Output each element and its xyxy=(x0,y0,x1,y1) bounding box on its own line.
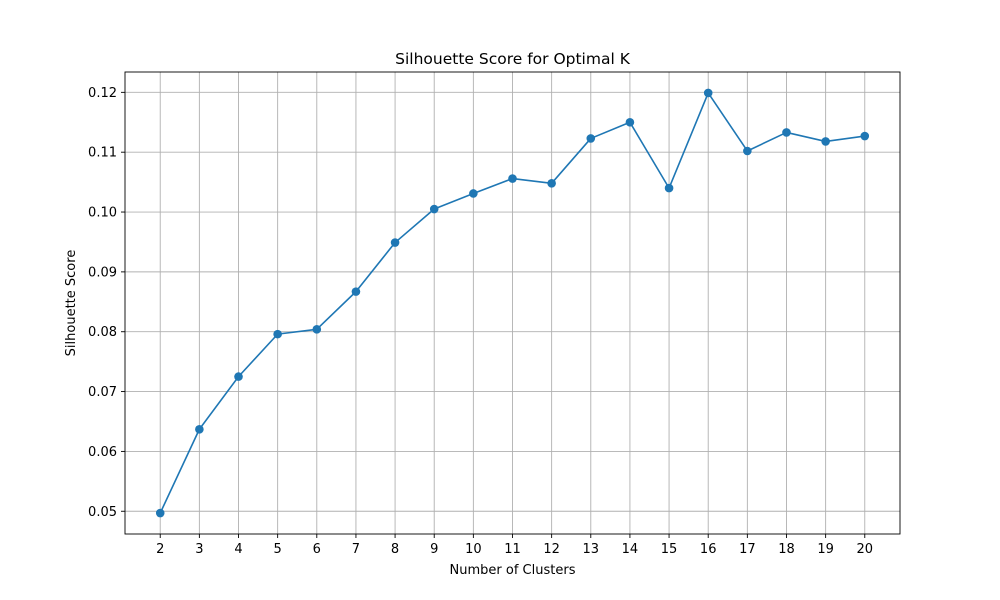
data-point xyxy=(821,137,830,146)
data-point xyxy=(429,204,439,214)
y-tick-label: 0.12 xyxy=(88,86,117,101)
x-tick-label: 3 xyxy=(195,542,203,557)
x-axis-ticks: 2 3 4 5 6 7 8 9 10 11 12 13 14 15 16 17 18 19 20 xyxy=(156,534,873,557)
data-point xyxy=(508,174,517,183)
y-tick-label: 0.09 xyxy=(88,265,117,280)
data-point xyxy=(586,134,596,143)
series-markers xyxy=(155,88,870,518)
y-axis-ticks: 0.05 0.06 0.07 0.08 0.09 0.10 0.11 0.12 xyxy=(88,86,125,520)
y-tick-label: 0.11 xyxy=(88,146,117,161)
x-tick-label: 5 xyxy=(274,542,282,557)
x-tick-label: 9 xyxy=(430,542,438,557)
y-axis-label: Silhouette Score xyxy=(64,250,79,357)
x-tick-label: 19 xyxy=(817,542,834,557)
x-tick-label: 14 xyxy=(622,542,639,557)
data-point xyxy=(547,179,556,188)
x-tick-label: 6 xyxy=(313,542,321,557)
x-tick-label: 13 xyxy=(583,542,600,557)
y-tick-label: 0.07 xyxy=(88,385,117,400)
x-tick-label: 20 xyxy=(856,542,873,557)
y-tick-label: 0.08 xyxy=(88,325,117,340)
y-tick-label: 0.10 xyxy=(88,206,117,221)
x-tick-label: 18 xyxy=(778,542,795,557)
x-tick-label: 2 xyxy=(156,542,164,557)
x-tick-label: 11 xyxy=(504,542,521,557)
x-tick-label: 17 xyxy=(739,542,756,557)
data-point xyxy=(703,88,713,98)
data-point xyxy=(469,189,478,198)
grid xyxy=(125,72,900,534)
data-point xyxy=(782,128,791,137)
y-tick-label: 0.06 xyxy=(88,445,117,460)
x-axis-label: Number of Clusters xyxy=(450,563,576,578)
x-tick-label: 8 xyxy=(391,542,399,557)
data-point xyxy=(351,287,361,296)
x-tick-label: 7 xyxy=(352,542,360,557)
data-point xyxy=(273,329,282,339)
data-point xyxy=(234,372,243,381)
x-tick-label: 15 xyxy=(661,542,678,557)
x-tick-label: 4 xyxy=(234,542,242,557)
data-point xyxy=(860,131,870,141)
data-point xyxy=(390,238,400,247)
data-point xyxy=(195,424,204,434)
x-tick-label: 10 xyxy=(465,542,482,557)
data-point xyxy=(664,183,674,193)
y-tick-label: 0.05 xyxy=(88,505,117,520)
data-point xyxy=(743,146,752,156)
x-tick-label: 16 xyxy=(700,542,717,557)
data-point xyxy=(312,325,322,334)
x-tick-label: 12 xyxy=(543,542,560,557)
data-point xyxy=(155,508,165,518)
data-point xyxy=(625,117,635,127)
chart-title: Silhouette Score for Optimal K xyxy=(395,50,631,68)
